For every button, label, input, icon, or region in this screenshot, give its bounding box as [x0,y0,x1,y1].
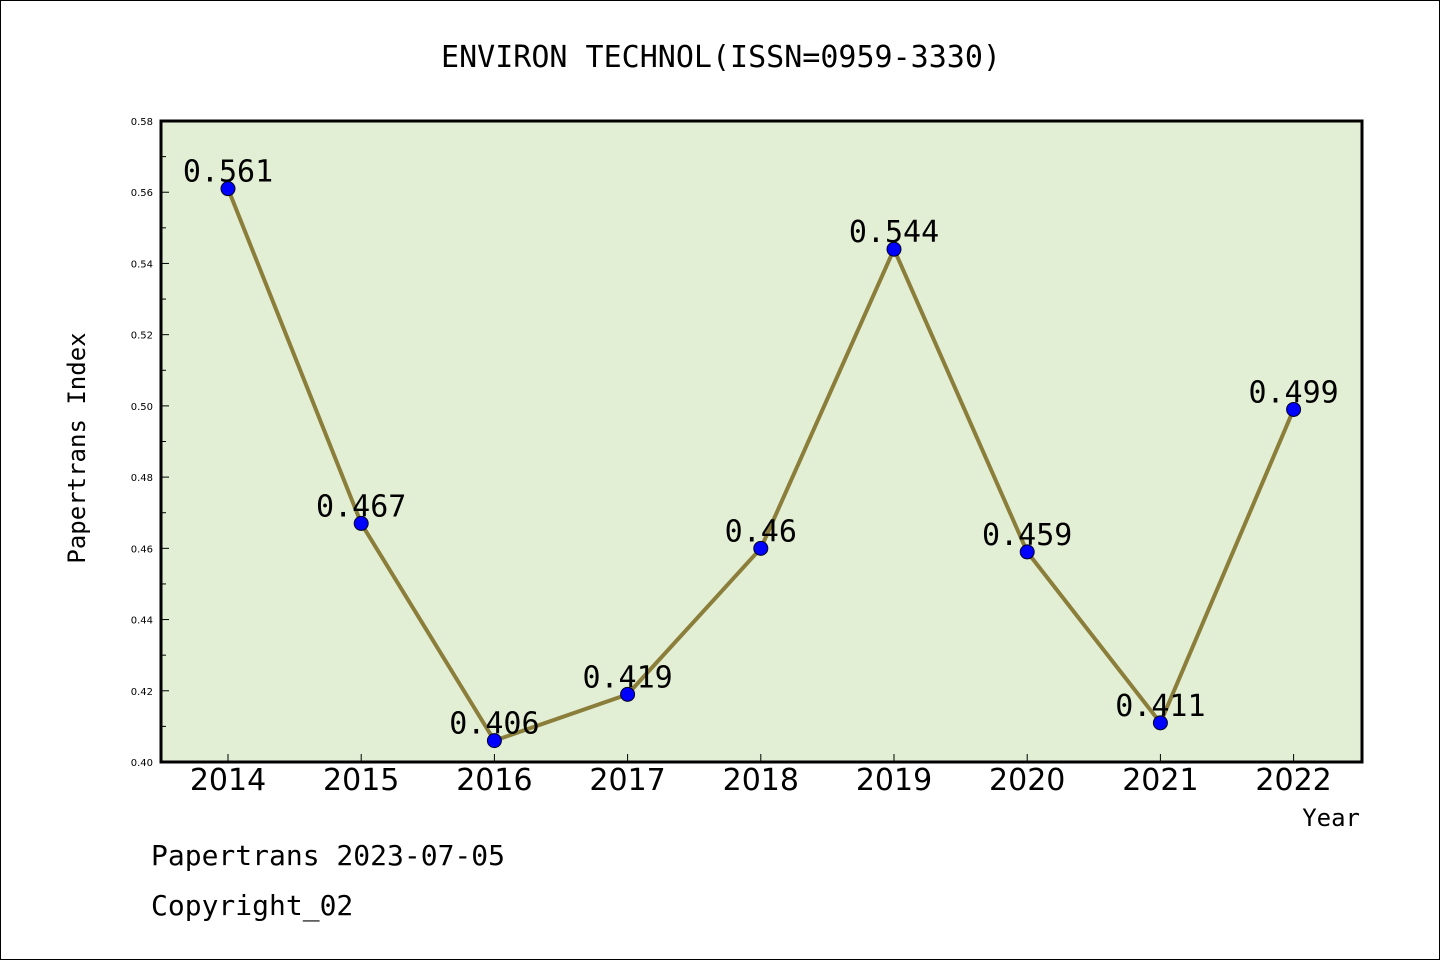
y-tick-label: 0.54 [131,259,153,270]
x-axis: 2014 2015 2016 2017 2018 2019 2020 2021 2022 [190,754,1332,798]
y-tick-label: 0.48 [131,473,153,484]
x-tick-label: 2015 [323,763,399,798]
x-tick-label: 2021 [1122,763,1198,798]
data-label: 0.467 [316,489,406,524]
data-label: 0.459 [982,518,1072,553]
data-label: 0.46 [725,514,797,549]
y-tick-label: 0.52 [131,331,153,342]
footer-date: Papertrans 2023-07-05 [151,839,505,872]
plot-area [159,119,1364,764]
data-label: 0.406 [449,707,539,742]
data-point [220,181,236,197]
x-axis-label: Year [1302,804,1360,832]
x-tick-label: 2020 [989,763,1065,798]
data-label: 0.499 [1248,375,1338,410]
data-point [886,241,902,257]
y-axis: 0.40 0.42 0.44 0.46 0.48 0.50 0.52 0.54 0.56 0.58 [131,117,169,769]
data-label: 0.544 [849,215,939,250]
y-tick-label: 0.40 [131,758,153,769]
series-layer: 0.561 0.467 0.406 0.419 0.46 0.544 0.459 0.411 0… [183,155,1339,749]
y-tick-label: 0.42 [131,687,153,698]
data-point [1152,715,1168,731]
y-tick-label: 0.50 [131,402,153,413]
x-tick-label: 2017 [589,763,665,798]
x-tick-label: 2019 [856,763,932,798]
footer-copyright: Copyright_02 [151,889,353,923]
data-point [1019,544,1035,560]
y-tick-label: 0.46 [131,544,153,555]
data-point [620,686,636,702]
x-tick-label: 2016 [456,763,532,798]
data-label: 0.411 [1115,689,1205,724]
x-tick-label: 2014 [190,763,266,798]
data-label: 0.419 [582,660,672,695]
x-tick-label: 2018 [723,763,799,798]
chart-title: ENVIRON TECHNOL(ISSN=0959-3330) [441,40,1001,75]
data-point [753,540,769,556]
y-tick-label: 0.44 [131,616,153,627]
data-point [1286,401,1302,417]
data-point [486,733,502,749]
y-axis-label: Papertrans Index [63,332,91,563]
x-tick-label: 2022 [1255,763,1331,798]
y-tick-label: 0.56 [131,188,153,199]
data-point [353,515,369,531]
data-label: 0.561 [183,155,273,190]
y-tick-label: 0.58 [131,117,153,128]
